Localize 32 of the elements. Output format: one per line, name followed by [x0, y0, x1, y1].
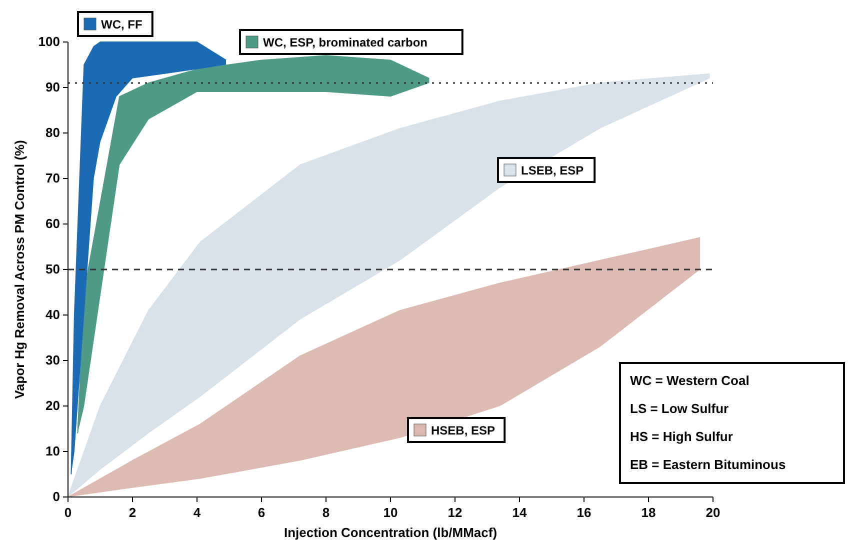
y-tick-label: 90: [46, 80, 60, 94]
y-tick-label: 10: [46, 444, 60, 458]
x-tick-label: 8: [322, 505, 330, 520]
x-tick-label: 16: [576, 505, 592, 520]
y-tick-label: 80: [46, 125, 60, 140]
y-tick-label: 0: [52, 489, 60, 504]
x-tick-label: 12: [448, 505, 462, 520]
x-tick-label: 14: [512, 505, 528, 520]
legend-label: HSEB, ESP: [431, 424, 496, 438]
annotation: HS = High Sulfur: [630, 429, 733, 444]
x-tick-label: 6: [258, 505, 266, 520]
x-tick-label: 10: [383, 505, 398, 520]
y-tick-label: 100: [38, 34, 60, 49]
y-tick-label: 50: [46, 262, 60, 276]
x-tick-label: 0: [64, 505, 72, 520]
x-tick-label: 4: [193, 505, 202, 520]
y-tick-label: 30: [46, 352, 60, 368]
legend-label: LSEB, ESP: [521, 164, 584, 178]
y-tick-label: 40: [46, 307, 60, 322]
annotation: WC = Western Coal: [630, 373, 750, 388]
annotation: EB = Eastern Bituminous: [630, 457, 786, 472]
legend-label: WC, ESP, brominated carbon: [263, 36, 428, 50]
x-axis-title: Injection Concentration (lb/MMacf): [284, 525, 498, 540]
y-tick-label: 20: [46, 398, 60, 413]
y-axis-title: Vapor Hg Removal Across PM Control (%): [12, 140, 27, 399]
x-tick-label: 20: [706, 505, 720, 520]
x-tick-label: 2: [128, 505, 136, 520]
x-tick-label: 18: [641, 505, 656, 520]
y-tick-label: 70: [46, 170, 60, 186]
annotation: LS = Low Sulfur: [630, 401, 729, 416]
legend-label: WC, FF: [101, 18, 142, 32]
y-tick-label: 60: [46, 216, 60, 231]
